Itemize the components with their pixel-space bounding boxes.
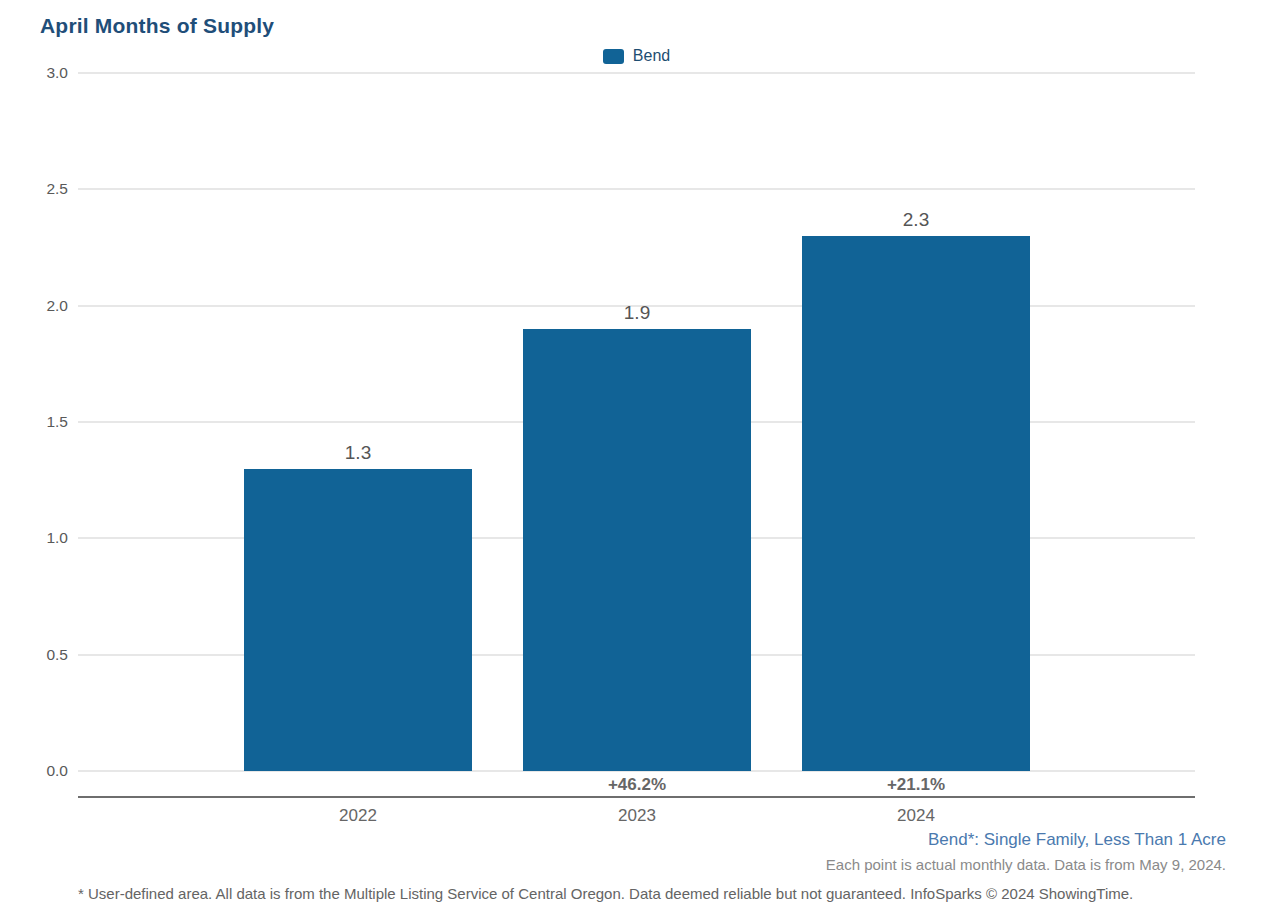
x-axis-tick-2022: 2022: [244, 806, 472, 826]
y-axis-tick-3.0: 3.0: [22, 64, 68, 82]
bar-2023[interactable]: [523, 329, 751, 771]
x-axis-tick-2024: 2024: [802, 806, 1030, 826]
y-axis-tick-2.0: 2.0: [22, 297, 68, 315]
series-definition-note: Bend*: Single Family, Less Than 1 Acre: [928, 830, 1226, 850]
gridline-y-3.0: [78, 72, 1195, 74]
footer-disclaimer: * User-defined area. All data is from th…: [78, 885, 1133, 902]
legend-label-bend: Bend: [633, 47, 670, 65]
legend[interactable]: Bend: [78, 47, 1195, 65]
x-axis-line: [78, 796, 1195, 798]
y-axis-tick-0.0: 0.0: [22, 762, 68, 780]
y-axis-tick-0.5: 0.5: [22, 646, 68, 664]
bar-2022[interactable]: [244, 469, 472, 771]
plot-area: [78, 73, 1195, 771]
chart-title: April Months of Supply: [40, 14, 274, 38]
bar-2024[interactable]: [802, 236, 1030, 771]
gridline-y-2.5: [78, 188, 1195, 190]
x-axis-tick-2023: 2023: [523, 806, 751, 826]
pct-change-label-2024: +21.1%: [802, 775, 1030, 795]
data-source-note: Each point is actual monthly data. Data …: [826, 856, 1226, 873]
pct-change-label-2023: +46.2%: [523, 775, 751, 795]
bar-value-label-2022: 1.3: [244, 442, 472, 464]
y-axis-tick-1.5: 1.5: [22, 413, 68, 431]
chart-container: April Months of Supply Bend Bend*: Singl…: [0, 0, 1267, 922]
bar-value-label-2024: 2.3: [802, 209, 1030, 231]
y-axis-tick-2.5: 2.5: [22, 180, 68, 198]
bar-value-label-2023: 1.9: [523, 302, 751, 324]
y-axis-tick-1.0: 1.0: [22, 529, 68, 547]
legend-swatch-bend: [603, 49, 624, 64]
